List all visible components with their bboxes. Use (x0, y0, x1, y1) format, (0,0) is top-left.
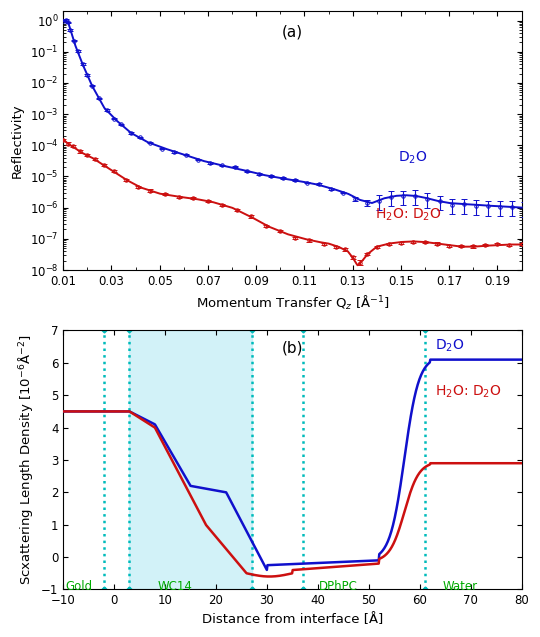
Text: (a): (a) (282, 24, 303, 39)
Text: H$_2$O: D$_2$O: H$_2$O: D$_2$O (375, 206, 442, 223)
Text: H$_2$O: D$_2$O: H$_2$O: D$_2$O (435, 383, 502, 399)
X-axis label: Momentum Transfer Q$_z$ [Å$^{-1}$]: Momentum Transfer Q$_z$ [Å$^{-1}$] (195, 294, 389, 311)
Text: D$_2$O: D$_2$O (398, 149, 427, 166)
Text: D$_2$O: D$_2$O (435, 338, 464, 354)
Text: DPhPC: DPhPC (319, 580, 357, 594)
Text: WC14: WC14 (158, 580, 193, 594)
Text: Gold: Gold (65, 580, 92, 594)
Bar (130, 331, 252, 589)
Text: Water: Water (443, 580, 478, 594)
Text: (b): (b) (282, 341, 303, 356)
Y-axis label: Reflectivity: Reflectivity (11, 103, 24, 178)
Y-axis label: Scxattering Length Density [10$^{-6}$Å$^{-2}$]: Scxattering Length Density [10$^{-6}$Å$^… (16, 334, 36, 585)
X-axis label: Distance from interface [Å]: Distance from interface [Å] (202, 613, 383, 626)
